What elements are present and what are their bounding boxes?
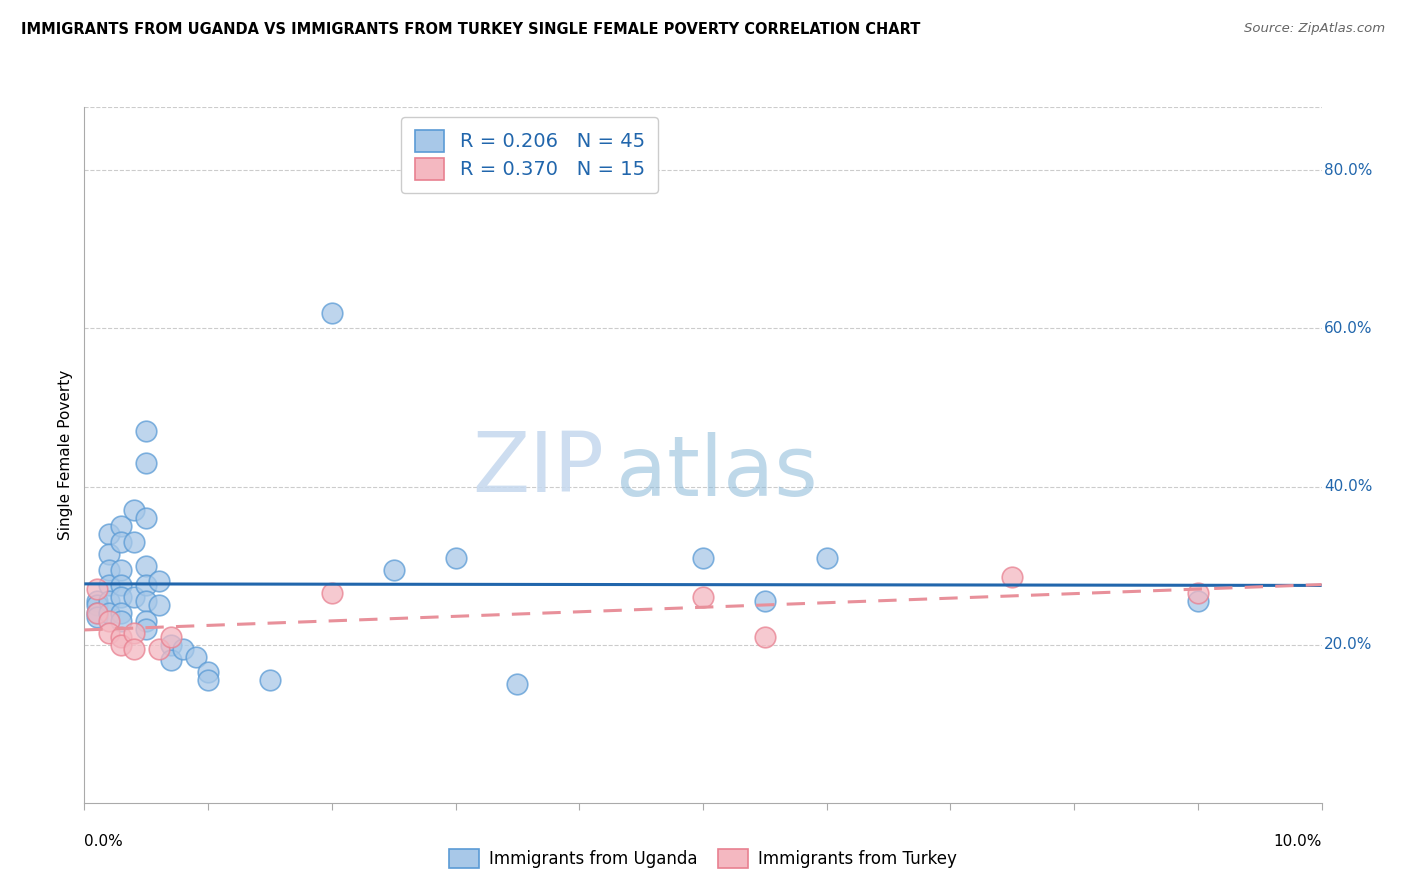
Point — [148, 574, 170, 589]
Point — [86, 606, 108, 620]
Point — [98, 614, 121, 628]
Point — [172, 641, 194, 656]
Point — [110, 606, 132, 620]
Point — [135, 614, 157, 628]
Point — [98, 563, 121, 577]
Point — [444, 550, 467, 565]
Point — [321, 305, 343, 319]
Point — [86, 610, 108, 624]
Point — [321, 586, 343, 600]
Point — [1001, 570, 1024, 584]
Point — [122, 591, 145, 605]
Text: 20.0%: 20.0% — [1324, 637, 1372, 652]
Point — [110, 614, 132, 628]
Text: 40.0%: 40.0% — [1324, 479, 1372, 494]
Point — [98, 625, 121, 640]
Point — [110, 578, 132, 592]
Point — [110, 630, 132, 644]
Point — [122, 625, 145, 640]
Text: 60.0%: 60.0% — [1324, 321, 1372, 336]
Point — [98, 594, 121, 608]
Legend: R = 0.206   N = 45, R = 0.370   N = 15: R = 0.206 N = 45, R = 0.370 N = 15 — [401, 117, 658, 194]
Text: 80.0%: 80.0% — [1324, 163, 1372, 178]
Point — [110, 638, 132, 652]
Legend: Immigrants from Uganda, Immigrants from Turkey: Immigrants from Uganda, Immigrants from … — [443, 843, 963, 875]
Point — [135, 558, 157, 573]
Point — [815, 550, 838, 565]
Point — [135, 456, 157, 470]
Point — [135, 594, 157, 608]
Text: ZIP: ZIP — [472, 428, 605, 509]
Point — [86, 606, 108, 620]
Point — [1187, 594, 1209, 608]
Text: atlas: atlas — [616, 432, 818, 513]
Point — [86, 582, 108, 597]
Point — [692, 550, 714, 565]
Text: IMMIGRANTS FROM UGANDA VS IMMIGRANTS FROM TURKEY SINGLE FEMALE POVERTY CORRELATI: IMMIGRANTS FROM UGANDA VS IMMIGRANTS FRO… — [21, 22, 921, 37]
Point — [135, 511, 157, 525]
Point — [135, 578, 157, 592]
Point — [692, 591, 714, 605]
Point — [110, 519, 132, 533]
Text: Source: ZipAtlas.com: Source: ZipAtlas.com — [1244, 22, 1385, 36]
Point — [110, 534, 132, 549]
Point — [184, 649, 207, 664]
Point — [98, 606, 121, 620]
Point — [148, 598, 170, 612]
Point — [506, 677, 529, 691]
Point — [148, 641, 170, 656]
Point — [135, 622, 157, 636]
Point — [754, 594, 776, 608]
Point — [160, 630, 183, 644]
Point — [122, 503, 145, 517]
Point — [754, 630, 776, 644]
Text: 0.0%: 0.0% — [84, 834, 124, 849]
Point — [86, 594, 108, 608]
Point — [197, 665, 219, 680]
Y-axis label: Single Female Poverty: Single Female Poverty — [58, 370, 73, 540]
Point — [110, 591, 132, 605]
Point — [160, 638, 183, 652]
Point — [110, 563, 132, 577]
Point — [86, 598, 108, 612]
Text: 10.0%: 10.0% — [1274, 834, 1322, 849]
Point — [122, 641, 145, 656]
Point — [98, 578, 121, 592]
Point — [1187, 586, 1209, 600]
Point — [135, 424, 157, 438]
Point — [160, 653, 183, 667]
Point — [382, 563, 405, 577]
Point — [259, 673, 281, 688]
Point — [122, 534, 145, 549]
Point — [98, 547, 121, 561]
Point — [98, 527, 121, 541]
Point — [197, 673, 219, 688]
